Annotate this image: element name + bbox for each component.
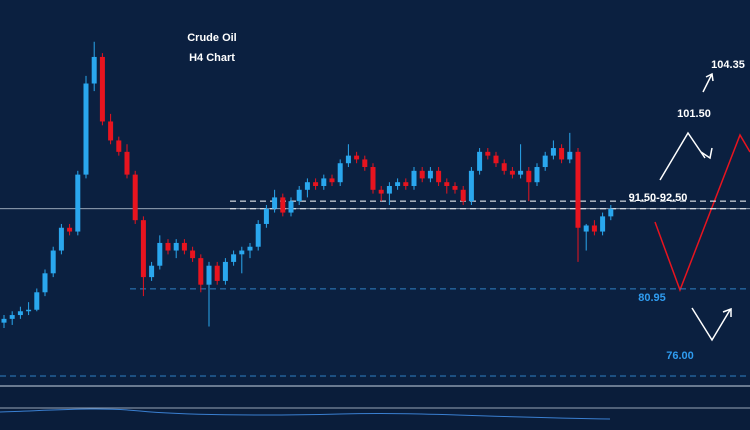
candle-body xyxy=(67,227,73,232)
arrow-head xyxy=(705,72,714,82)
candle-body xyxy=(9,315,15,319)
chart-title: Crude Oil xyxy=(187,32,237,44)
candle-body xyxy=(91,56,97,84)
projection-down xyxy=(691,307,731,342)
candle-body xyxy=(542,155,548,168)
candle-body xyxy=(526,170,532,183)
candle-body xyxy=(403,182,409,186)
candle-body xyxy=(280,197,286,213)
candle-body xyxy=(116,140,122,152)
candle-body xyxy=(149,265,155,278)
candle-body xyxy=(485,151,491,156)
candle-body xyxy=(99,56,105,122)
candle-body xyxy=(370,167,376,190)
candle-body xyxy=(345,155,351,164)
candle-body xyxy=(411,170,417,186)
candle-body xyxy=(386,186,392,194)
candle-body xyxy=(468,170,474,202)
level-label: 76.00 xyxy=(666,350,694,362)
chart-subtitle: H4 Chart xyxy=(189,52,235,64)
candle-body xyxy=(534,167,540,183)
candle-body xyxy=(608,208,614,217)
candle-body xyxy=(591,225,597,232)
candle-body xyxy=(272,197,278,209)
candle-body xyxy=(477,151,483,171)
candle-body xyxy=(214,265,220,281)
level-label: 80.95 xyxy=(638,292,666,304)
projection-red xyxy=(654,133,750,293)
candle-body xyxy=(124,151,130,175)
candle-body xyxy=(206,265,212,285)
candle-body xyxy=(140,220,146,278)
candle-body xyxy=(329,178,335,183)
indicator-panel xyxy=(0,387,750,430)
candle-body xyxy=(501,163,507,171)
candle-body xyxy=(198,258,204,285)
arrow-head xyxy=(722,307,732,317)
candle-body xyxy=(427,170,433,179)
candle-body xyxy=(444,182,450,186)
candle-body xyxy=(362,159,368,168)
indicator-line xyxy=(0,408,611,420)
candle-body xyxy=(321,178,327,186)
candle-body xyxy=(575,151,581,228)
candle-body xyxy=(600,216,606,232)
candle-body xyxy=(165,242,171,251)
candle-body xyxy=(1,318,7,323)
candle-body xyxy=(173,242,179,251)
candle-body xyxy=(231,254,237,262)
candle-body xyxy=(518,170,524,175)
candle-body xyxy=(222,261,228,281)
candle-body xyxy=(247,246,253,251)
candle-body xyxy=(583,225,589,232)
candle-body xyxy=(509,170,515,175)
candle-body xyxy=(83,83,89,175)
zone-label: 91.50-92.50 xyxy=(629,192,688,204)
candle-body xyxy=(313,182,319,186)
level-label: 104.35 xyxy=(711,59,745,71)
candle-body xyxy=(559,148,565,160)
level-label: 101.50 xyxy=(677,108,711,120)
candle-body xyxy=(436,170,442,183)
candle-body xyxy=(296,189,302,202)
candle-body xyxy=(460,189,466,202)
candle-body xyxy=(452,186,458,190)
candle-body xyxy=(304,182,310,190)
candle-body xyxy=(550,148,556,156)
candle-body xyxy=(75,174,81,232)
candle-body xyxy=(567,151,573,160)
candle-body xyxy=(337,163,343,183)
candle-body xyxy=(132,174,138,221)
candle-body xyxy=(239,250,245,255)
candle-body xyxy=(255,223,261,247)
candle-body xyxy=(17,311,23,316)
candle-body xyxy=(354,155,360,160)
candle-body xyxy=(50,250,56,274)
arrow-head xyxy=(700,147,713,160)
candle-body xyxy=(181,242,187,251)
arrow-up xyxy=(702,73,713,93)
projection-up xyxy=(659,131,706,181)
candle-body xyxy=(288,201,294,213)
candle-body xyxy=(263,208,269,224)
candle-body xyxy=(108,121,114,141)
candle-body xyxy=(493,155,499,164)
candle-body xyxy=(42,273,48,293)
candle-body xyxy=(26,309,32,312)
candle-body xyxy=(395,182,401,186)
candle-body xyxy=(58,227,64,251)
candle-body xyxy=(157,242,163,266)
candle-body xyxy=(419,170,425,179)
candle-body xyxy=(34,292,40,310)
candle-body xyxy=(190,250,196,259)
candle-body xyxy=(378,189,384,194)
